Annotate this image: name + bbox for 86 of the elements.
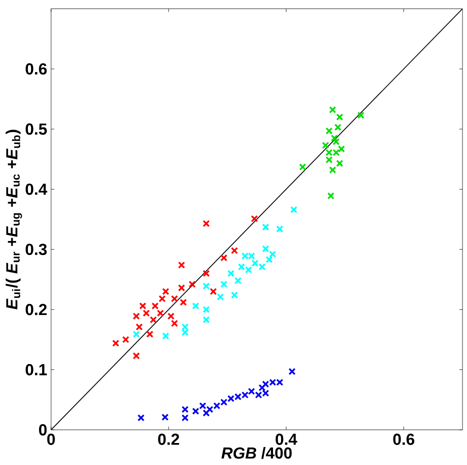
point xyxy=(202,270,210,278)
point xyxy=(162,414,169,421)
point xyxy=(230,292,238,299)
point xyxy=(251,260,259,268)
y-tick-label: 0.4 xyxy=(26,184,48,196)
point xyxy=(202,316,210,324)
point xyxy=(220,280,228,288)
y-tick-label: 0.3 xyxy=(26,244,47,256)
point xyxy=(182,414,189,422)
point xyxy=(326,156,333,164)
point xyxy=(322,142,330,150)
point xyxy=(330,134,338,142)
point xyxy=(332,138,340,146)
point xyxy=(132,312,140,320)
point xyxy=(220,254,228,262)
point xyxy=(199,402,206,410)
point xyxy=(210,288,217,296)
x-axis-title: RGB /400 xyxy=(221,447,292,460)
point xyxy=(336,114,344,121)
point xyxy=(202,410,210,417)
point xyxy=(336,160,344,168)
point xyxy=(213,402,220,410)
point xyxy=(170,320,178,328)
point xyxy=(132,352,140,360)
point xyxy=(146,330,154,338)
point xyxy=(326,128,333,135)
point xyxy=(227,270,234,278)
point xyxy=(327,192,334,200)
point xyxy=(180,298,187,306)
point xyxy=(178,284,186,292)
point xyxy=(170,295,178,303)
point xyxy=(162,288,170,296)
point xyxy=(299,164,306,171)
point xyxy=(329,106,336,114)
point xyxy=(112,340,120,348)
point xyxy=(258,263,266,271)
point xyxy=(258,384,266,392)
text: E$_{ui}$/( E$_{ur}$ +E$_{ug}$ +E$_{uc}$ +E$_{ub}$) xyxy=(6,130,22,310)
point xyxy=(156,310,164,317)
x-tick-label: 0.2 xyxy=(158,434,180,446)
point xyxy=(162,332,170,340)
point xyxy=(192,408,200,415)
point xyxy=(276,226,284,233)
point xyxy=(248,388,256,396)
point xyxy=(182,329,189,336)
point xyxy=(329,166,336,174)
y-tick-label: 0.5 xyxy=(26,124,47,135)
point xyxy=(137,414,145,422)
point xyxy=(230,247,238,254)
point xyxy=(167,312,175,320)
x-tick-label: 0.4 xyxy=(276,434,298,446)
point xyxy=(262,224,270,231)
point xyxy=(136,324,143,331)
point xyxy=(216,294,224,301)
x-tick-label: 0.6 xyxy=(393,434,414,446)
point xyxy=(158,295,166,303)
point xyxy=(142,310,150,317)
point xyxy=(139,302,146,310)
point xyxy=(178,262,186,269)
x-tick-label: 0 xyxy=(47,434,55,446)
point xyxy=(288,368,296,376)
point xyxy=(262,245,270,253)
point xyxy=(290,206,298,214)
y-tick-label: 0.2 xyxy=(26,304,47,316)
point xyxy=(220,398,228,406)
y-tick-label: 0.6 xyxy=(26,63,47,75)
point xyxy=(182,324,189,331)
point xyxy=(334,124,342,132)
point xyxy=(357,112,364,120)
point xyxy=(152,302,159,310)
point xyxy=(202,282,210,290)
point xyxy=(192,302,200,310)
point xyxy=(202,220,210,228)
point xyxy=(206,406,214,414)
point xyxy=(182,406,189,414)
point xyxy=(202,306,210,314)
point xyxy=(266,256,273,264)
y-tick-label: 0 xyxy=(39,424,47,436)
point xyxy=(122,336,130,344)
point xyxy=(150,316,157,324)
y-tick-label: 0.1 xyxy=(26,364,47,376)
point xyxy=(132,330,140,338)
point xyxy=(234,277,242,284)
point xyxy=(250,215,258,222)
point xyxy=(269,250,276,258)
point xyxy=(188,280,196,288)
